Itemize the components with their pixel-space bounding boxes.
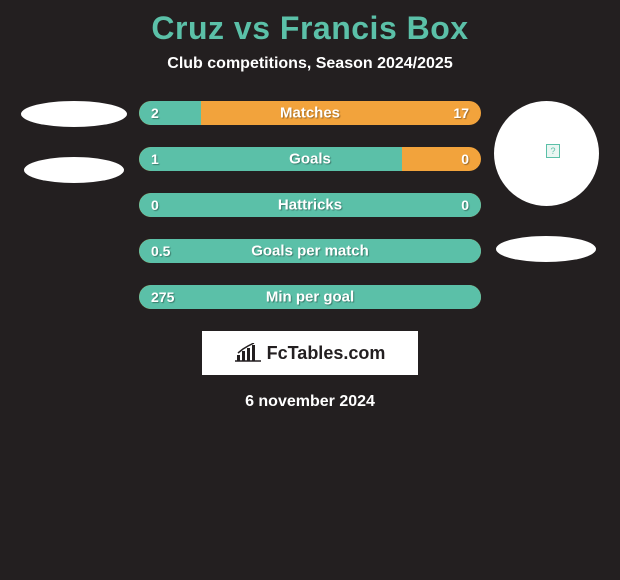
bar-goals-left-fill [139,147,402,171]
bar-goals: 1 Goals 0 [139,147,481,171]
bar-matches-left-value: 2 [151,105,159,121]
bar-gpm-label: Goals per match [251,243,369,260]
bar-goals-per-match: 0.5 Goals per match [139,239,481,263]
bar-hattricks-left-value: 0 [151,197,159,213]
right-photo-placeholder-2 [496,236,596,262]
bar-hattricks: 0 Hattricks 0 [139,193,481,217]
bar-mpg-label: Min per goal [266,289,354,306]
bar-matches: 2 Matches 17 [139,101,481,125]
bar-gpm-left-value: 0.5 [151,243,170,259]
bar-matches-right-value: 17 [453,105,469,121]
bar-matches-left-fill [139,101,201,125]
info-icon: ? [546,144,560,158]
content-row: 2 Matches 17 1 Goals 0 0 Hattricks 0 0 [0,101,620,309]
comparison-bars: 2 Matches 17 1 Goals 0 0 Hattricks 0 0 [139,101,481,309]
bar-hattricks-label: Hattricks [278,197,342,214]
left-photo-placeholder-2 [24,157,124,183]
bar-matches-label: Matches [280,105,340,122]
page-title: Cruz vs Francis Box [0,10,620,47]
bar-hattricks-right-value: 0 [461,197,469,213]
bar-mpg-left-value: 275 [151,289,174,305]
footer-logo-text: FcTables.com [267,343,386,364]
right-player-col: ? [481,101,611,262]
page-subtitle: Club competitions, Season 2024/2025 [0,55,620,73]
right-photo-placeholder-circle: ? [494,101,599,206]
bar-goals-left-value: 1 [151,151,159,167]
left-photo-placeholder-1 [21,101,127,127]
bar-min-per-goal: 275 Min per goal [139,285,481,309]
bar-chart-icon [235,343,261,363]
bar-goals-right-value: 0 [461,151,469,167]
infographic-container: Cruz vs Francis Box Club competitions, S… [0,0,620,411]
bar-goals-label: Goals [289,151,331,168]
footer-logo: FcTables.com [202,331,418,375]
left-player-col [9,101,139,183]
footer-date: 6 november 2024 [0,393,620,411]
